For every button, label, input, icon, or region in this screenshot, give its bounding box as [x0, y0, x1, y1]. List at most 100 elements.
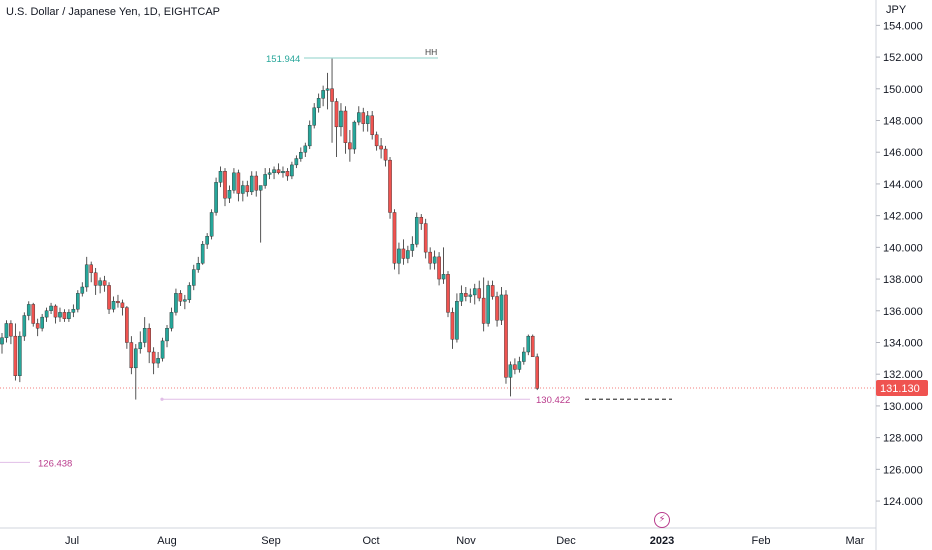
candle-body — [133, 348, 138, 369]
candle-body — [9, 323, 13, 337]
candle-body — [227, 190, 232, 199]
candle-body — [267, 172, 272, 175]
candle-body — [116, 301, 120, 304]
candle-body — [107, 285, 111, 310]
candle-body — [517, 361, 522, 370]
candle-body — [71, 308, 76, 313]
candle-body — [272, 169, 276, 174]
candle-body — [258, 185, 263, 191]
candle-body — [499, 294, 504, 321]
candle-body — [138, 342, 143, 350]
y-tick-label: 146.000 — [883, 147, 923, 159]
candle-body — [325, 88, 330, 91]
prior-price-label: 126.438 — [38, 458, 72, 469]
candle-body — [504, 294, 508, 378]
candle-body — [486, 285, 490, 324]
candle-body — [40, 316, 44, 329]
candle-body — [241, 185, 245, 194]
candle-body — [218, 171, 223, 183]
candle-body — [223, 171, 227, 199]
candle-body — [205, 236, 209, 245]
candle-body — [343, 110, 348, 143]
hh-text: HH — [425, 47, 437, 57]
candle-body — [125, 307, 129, 343]
candle-body — [508, 364, 513, 378]
candle-body — [468, 294, 473, 297]
y-tick-label: 126.000 — [883, 464, 923, 476]
candle-body — [428, 251, 432, 264]
candle-body — [76, 293, 80, 310]
candle-body — [339, 110, 343, 128]
candle-body — [490, 285, 495, 297]
candle-body — [406, 250, 410, 259]
candle-body — [276, 169, 281, 174]
candle-body — [432, 256, 437, 264]
candle-body — [495, 296, 499, 321]
candle-body — [0, 337, 4, 345]
x-tick-label: Dec — [556, 535, 576, 547]
candle-body — [58, 312, 62, 318]
y-tick-label: 134.000 — [883, 337, 923, 349]
candle-body — [245, 185, 250, 193]
candle-body — [477, 288, 482, 299]
candle-body — [294, 158, 299, 166]
candle-body — [307, 125, 312, 147]
candle-body — [352, 121, 357, 150]
candle-body — [522, 351, 526, 362]
candle-body — [348, 142, 352, 150]
currency-label: JPY — [886, 4, 907, 16]
x-tick-label: Sep — [261, 535, 281, 547]
candle-body — [160, 340, 165, 359]
candle-body — [89, 264, 93, 273]
y-tick-label: 154.000 — [883, 20, 923, 32]
candle-body — [4, 323, 9, 338]
candle-body — [35, 323, 40, 329]
y-tick-label: 138.000 — [883, 274, 923, 286]
x-tick-label: Feb — [752, 535, 771, 547]
candle-body — [214, 182, 218, 213]
y-tick-label: 148.000 — [883, 116, 923, 128]
y-tick-label: 140.000 — [883, 242, 923, 254]
y-tick-label: 142.000 — [883, 211, 923, 223]
candle-body — [374, 134, 379, 147]
candle-body — [111, 301, 116, 310]
candle-body — [419, 217, 424, 224]
candle-body — [334, 101, 339, 128]
candle-body — [365, 115, 370, 124]
candle-body — [142, 328, 147, 343]
candle-body — [13, 335, 18, 376]
candle-body — [254, 175, 259, 191]
hh-price-label: 151.944 — [266, 54, 300, 65]
candle-body — [156, 358, 160, 364]
candle-body — [191, 269, 196, 286]
candle-body — [401, 248, 406, 259]
candle-body — [357, 112, 361, 123]
candle-body — [481, 297, 486, 324]
candle-body — [263, 174, 267, 186]
candle-body — [22, 315, 27, 337]
candle-body — [120, 302, 125, 308]
candle-body — [316, 98, 321, 109]
candle-body — [31, 304, 36, 324]
candle-body — [379, 145, 383, 150]
y-tick-label: 152.000 — [883, 52, 923, 64]
candle-body — [312, 107, 317, 126]
candle-body — [535, 356, 539, 389]
candle-body — [62, 312, 67, 319]
candle-body — [464, 293, 468, 297]
candle-body — [290, 164, 294, 177]
candle-body — [472, 288, 477, 296]
candle-body — [236, 172, 241, 194]
y-tick-label: 130.000 — [883, 401, 923, 413]
candle-body — [174, 293, 178, 313]
lightning-icon[interactable]: ⚡ — [654, 512, 670, 528]
candle-body — [370, 115, 374, 135]
candle-body — [437, 256, 441, 280]
candle-body — [383, 148, 388, 161]
candle-body — [410, 243, 415, 251]
x-tick-label: Nov — [456, 535, 476, 547]
candle-body — [321, 90, 325, 99]
candle-body — [187, 285, 192, 300]
candle-body — [397, 248, 401, 264]
